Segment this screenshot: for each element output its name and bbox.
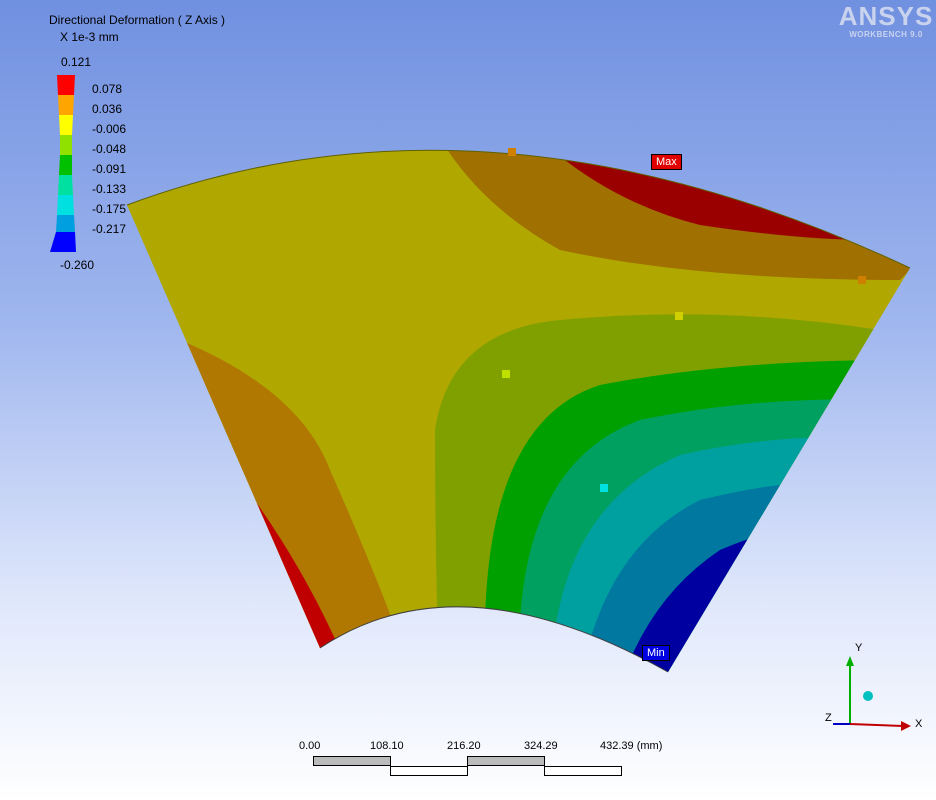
scale-segment [467,756,545,766]
scale-tick: 324.29 [524,740,558,752]
contour-bands [127,150,910,672]
legend-value: -0.133 [92,182,127,196]
x-axis-head [901,721,911,731]
legend-value: -0.048 [92,142,127,156]
legend-swatch [57,195,74,215]
max-probe-tag[interactable]: Max [651,154,682,170]
triad-isometric-ball [863,691,873,701]
legend-swatch [58,95,74,115]
sector-edge-top [126,149,911,269]
band-orange-left [180,340,400,660]
legend-swatch [60,135,72,155]
brand-sub: WORKBENCH 9.0 [849,30,923,39]
min-probe-tag[interactable]: Min [642,645,670,661]
triad-arrows [833,656,911,731]
probe-marker [858,276,866,284]
scale-tick: 0.00 [299,740,321,752]
legend-swatch [58,175,73,195]
contour-legend[interactable]: 0.121 0.078 0.036 -0.006 -0.048 -0.091 -… [0,0,200,280]
legend-swatch [57,75,75,95]
x-axis-arrow [849,723,904,727]
y-axis-label: Y [855,642,863,654]
legend-swatch [50,232,76,252]
scale-tick: 432.39 (mm) [600,740,663,752]
legend-value: 0.036 [92,102,123,116]
legend-colorbar [50,75,76,252]
scale-segment [313,756,391,766]
probe-marker [502,370,510,378]
y-axis-head [846,656,854,666]
probe-marker [600,484,608,492]
sector-edge-bottom [319,606,669,673]
brand-name: ANSYS [838,1,934,31]
probe-marker [675,312,683,320]
legend-value: -0.006 [92,122,127,136]
x-axis-label: X [915,718,923,730]
legend-swatch [56,215,75,232]
legend-value: -0.260 [60,258,95,272]
legend-value: -0.217 [92,222,127,236]
result-units: X 1e-3 mm [60,30,119,44]
scale-tick: 108.10 [370,740,404,752]
probe-marker [508,148,516,156]
legend-value: 0.078 [92,82,123,96]
result-title: Directional Deformation ( Z Axis ) [49,13,226,27]
legend-value: -0.091 [92,162,127,176]
scale-segment [390,766,468,776]
legend-value: 0.121 [61,55,92,69]
scale-segment [544,766,622,776]
z-axis-label: Z [825,712,832,724]
legend-value: -0.175 [92,202,127,216]
axis-triad[interactable]: Y X Z [815,640,935,740]
ansys-logo: ANSYS WORKBENCH 9.0 [838,2,934,39]
legend-swatch [59,115,73,135]
scale-tick: 216.20 [447,740,481,752]
legend-swatch [59,155,72,175]
